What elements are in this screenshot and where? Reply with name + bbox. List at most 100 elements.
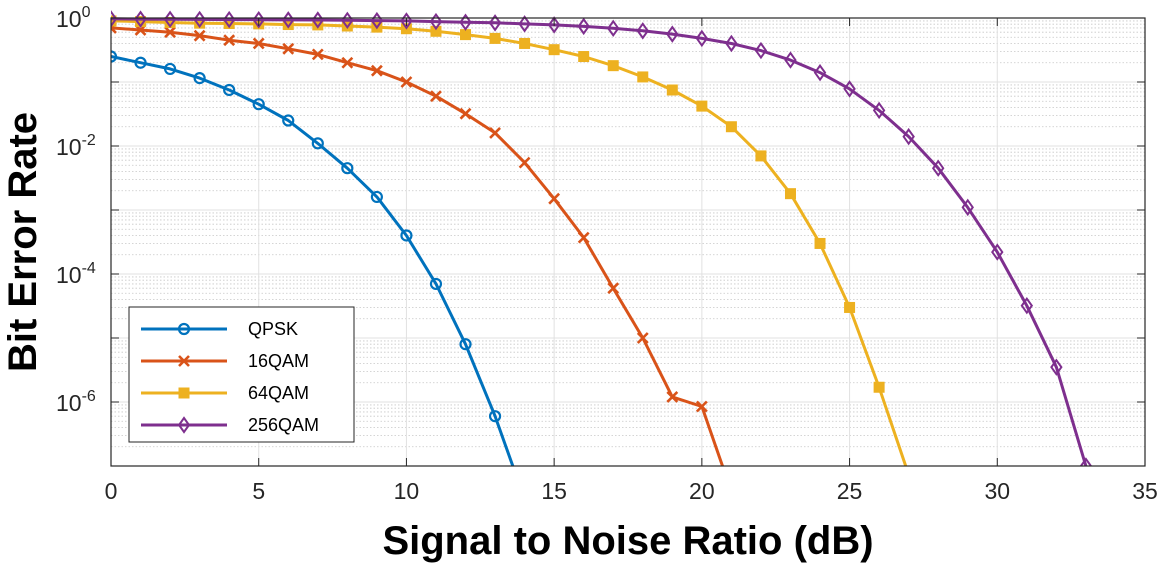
data-point xyxy=(193,10,206,29)
data-point xyxy=(872,101,886,120)
data-point xyxy=(193,72,206,85)
y-tick-label: 100 xyxy=(56,4,91,32)
legend-item: 64QAM xyxy=(141,383,309,403)
data-point xyxy=(111,50,118,63)
data-point xyxy=(223,83,236,97)
legend-label: 16QAM xyxy=(248,351,309,371)
y-tick-labels: 100 10-2 10-4 10-6 xyxy=(56,4,96,416)
x-tick-label: 35 xyxy=(1132,478,1158,504)
x-axis-title: Signal to Noise Ratio (dB) xyxy=(382,519,873,563)
series-line xyxy=(111,26,724,466)
x-tick-label: 20 xyxy=(689,478,715,504)
series-qpsk xyxy=(111,50,515,466)
legend-marker xyxy=(178,355,190,367)
y-tick-label: 10-4 xyxy=(56,260,96,288)
data-point xyxy=(223,34,236,47)
data-point xyxy=(607,60,619,72)
data-point xyxy=(134,56,147,69)
legend-marker xyxy=(178,387,190,399)
data-point xyxy=(666,391,679,403)
data-point xyxy=(519,37,531,49)
x-tick-labels: 0 5 10 15 20 25 30 35 xyxy=(105,478,1158,504)
data-point xyxy=(489,32,501,44)
data-point xyxy=(725,34,738,53)
data-point xyxy=(784,188,796,200)
data-point xyxy=(518,15,531,33)
data-point xyxy=(1079,457,1093,466)
legend: QPSK 16QAM 64QAM 256QAM xyxy=(128,306,355,443)
data-point xyxy=(696,100,708,112)
data-point xyxy=(637,71,649,83)
data-point xyxy=(784,51,797,69)
x-tick-label: 5 xyxy=(252,478,265,504)
plot-frame xyxy=(110,17,1146,467)
data-point xyxy=(193,29,206,42)
data-point xyxy=(991,243,1004,261)
data-point xyxy=(282,42,295,55)
data-point xyxy=(577,231,590,244)
data-point xyxy=(725,121,737,133)
data-point xyxy=(489,127,501,139)
data-point xyxy=(163,10,177,29)
data-point xyxy=(607,282,620,295)
data-point xyxy=(578,51,590,63)
data-point xyxy=(429,277,443,291)
x-tick-label: 15 xyxy=(541,478,567,504)
series-line xyxy=(111,55,515,466)
data-point xyxy=(813,63,827,82)
data-point xyxy=(666,25,679,43)
data-point xyxy=(873,381,885,393)
data-point xyxy=(548,192,561,205)
data-point xyxy=(370,190,383,204)
data-point xyxy=(1050,358,1063,376)
data-point xyxy=(961,198,974,217)
series-line xyxy=(111,17,1088,466)
legend-label: 256QAM xyxy=(248,415,319,435)
data-point xyxy=(252,37,265,50)
data-point xyxy=(341,56,354,69)
data-point xyxy=(134,10,147,28)
data-point xyxy=(252,98,265,111)
data-point xyxy=(459,107,472,120)
series-line xyxy=(111,19,908,466)
legend-item: 16QAM xyxy=(141,351,309,371)
data-point xyxy=(843,80,856,98)
data-point xyxy=(636,332,649,344)
data-point xyxy=(459,13,472,31)
x-tick-label: 10 xyxy=(394,478,420,504)
data-point xyxy=(163,62,177,76)
data-point xyxy=(666,84,678,96)
x-tick-label: 30 xyxy=(984,478,1010,504)
data-point xyxy=(844,301,856,313)
data-point xyxy=(548,44,560,56)
data-point xyxy=(607,19,620,38)
data-point xyxy=(282,114,295,127)
data-point xyxy=(252,10,265,29)
legend-item: QPSK xyxy=(141,319,298,339)
y-axis-title: Bit Error Rate xyxy=(1,112,45,372)
data-point xyxy=(429,12,443,31)
data-point xyxy=(636,22,649,40)
data-point xyxy=(430,25,442,37)
x-tick-label: 25 xyxy=(837,478,863,504)
data-point xyxy=(370,64,383,77)
data-point xyxy=(754,41,768,60)
y-tick-label: 10-2 xyxy=(56,132,96,160)
data-point xyxy=(488,410,502,423)
data-point xyxy=(518,156,531,169)
data-point xyxy=(814,237,826,249)
data-point xyxy=(1020,296,1034,315)
data-point xyxy=(311,137,324,150)
data-point xyxy=(341,162,354,175)
data-point xyxy=(459,338,472,351)
legend-box xyxy=(128,306,355,443)
legend-label: QPSK xyxy=(248,319,298,339)
data-point xyxy=(931,159,945,177)
data-point xyxy=(695,29,709,48)
data-point xyxy=(577,17,590,36)
legend-label: 64QAM xyxy=(248,383,309,403)
tick-marks xyxy=(110,17,1146,467)
series-layer xyxy=(111,10,1093,466)
data-point xyxy=(222,10,236,29)
